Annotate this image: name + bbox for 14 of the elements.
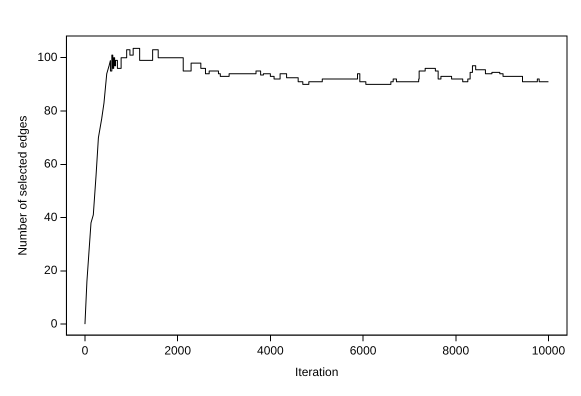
y-tick-label: 100 xyxy=(37,50,58,64)
x-tick-label: 2000 xyxy=(164,344,192,358)
y-axis-title: Number of selected edges xyxy=(16,116,30,256)
x-tick-label: 8000 xyxy=(442,344,470,358)
x-axis-title: Iteration xyxy=(295,365,338,380)
x-tick-label: 4000 xyxy=(257,344,284,358)
y-tick-label: 80 xyxy=(44,103,58,118)
x-tick-label: 6000 xyxy=(350,344,377,358)
x-tick-label: 10000 xyxy=(532,344,566,358)
y-tick-label: 0 xyxy=(50,316,58,330)
y-tick-label: 40 xyxy=(44,210,58,224)
y-tick-label: 20 xyxy=(44,263,58,278)
y-tick-label: 60 xyxy=(44,156,58,171)
x-tick-label: 0 xyxy=(82,344,89,358)
